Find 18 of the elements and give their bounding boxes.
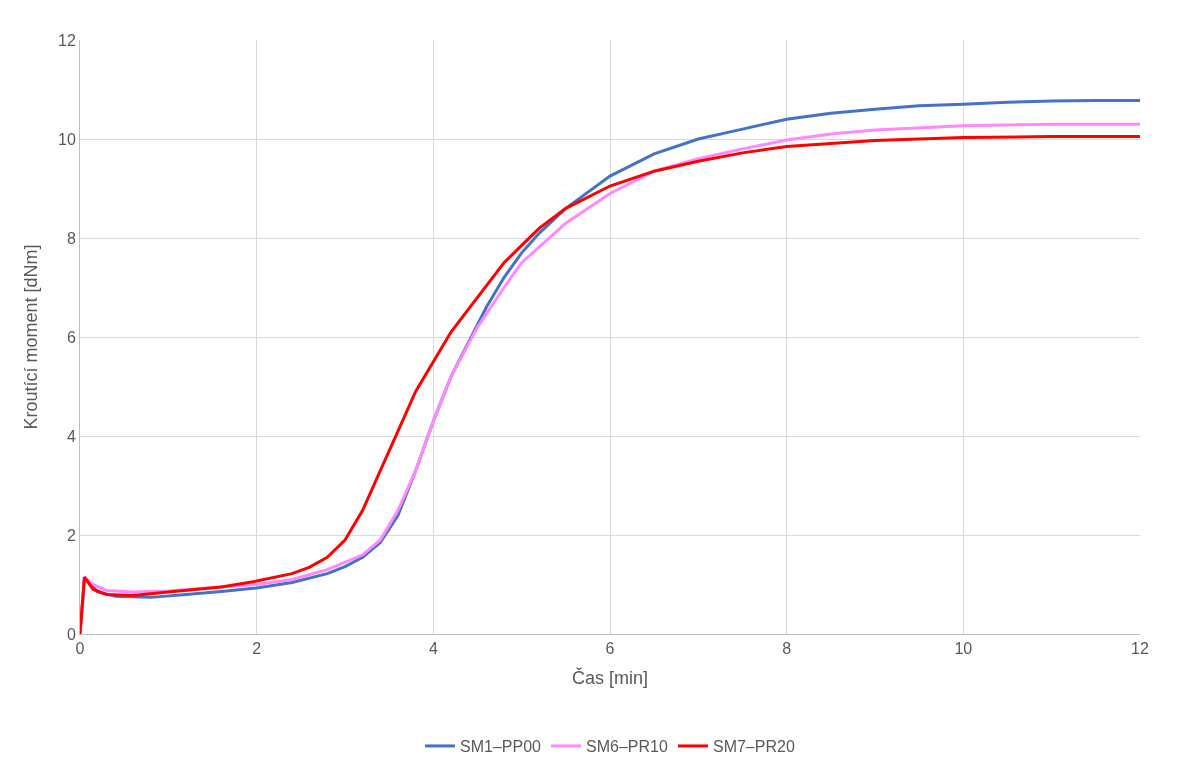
x-tick-label: 4 xyxy=(428,640,438,658)
y-tick-label: 4 xyxy=(66,427,76,445)
x-tick-label: 10 xyxy=(954,640,973,658)
y-tick-label: 10 xyxy=(58,130,76,148)
y-tick-label: 8 xyxy=(66,229,76,247)
y-tick-label: 12 xyxy=(58,31,76,49)
x-tick-label: 2 xyxy=(252,640,262,658)
x-axis-title: Čas [min] xyxy=(571,667,649,689)
x-tick-label: 12 xyxy=(1131,640,1149,658)
y-axis-title: Kroutící moment [dNm] xyxy=(21,244,42,430)
x-tick-label: 6 xyxy=(605,640,615,658)
y-tick-label: 6 xyxy=(66,328,76,346)
legend-label: SM1–PP00 xyxy=(460,738,542,756)
legend-label: SM7–PR20 xyxy=(712,738,795,756)
y-tick-label: 0 xyxy=(66,625,76,643)
x-tick-label: 8 xyxy=(782,640,792,658)
y-tick-label: 2 xyxy=(66,526,76,544)
legend-label: SM6–PR10 xyxy=(586,738,668,756)
